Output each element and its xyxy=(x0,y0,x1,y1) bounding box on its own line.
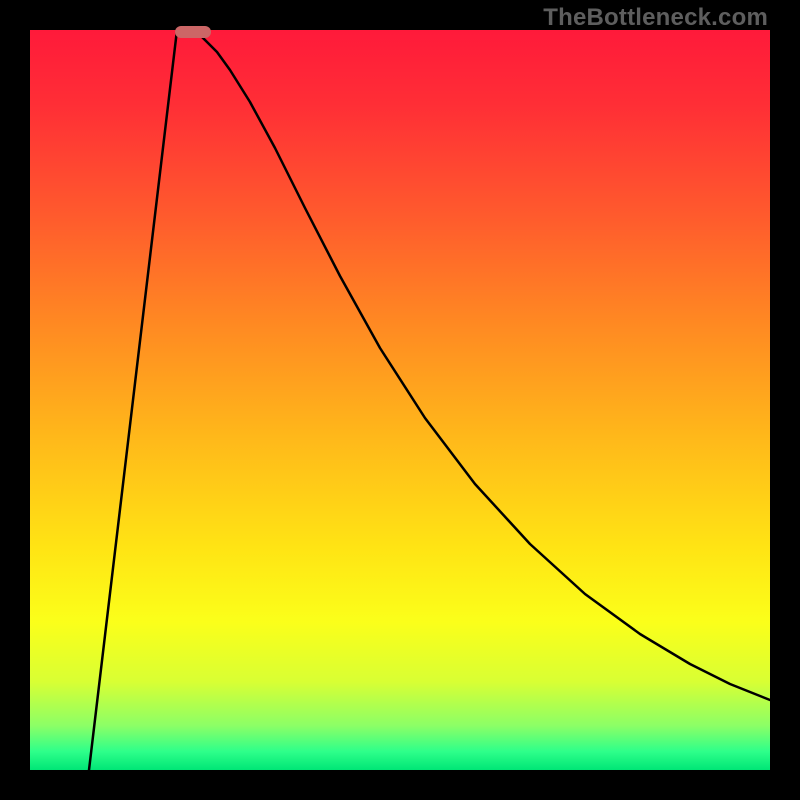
curve-line xyxy=(30,30,770,770)
chart-frame: TheBottleneck.com xyxy=(0,0,800,800)
plot-area xyxy=(30,30,770,770)
watermark-text: TheBottleneck.com xyxy=(543,4,768,32)
minimum-marker xyxy=(175,26,211,38)
